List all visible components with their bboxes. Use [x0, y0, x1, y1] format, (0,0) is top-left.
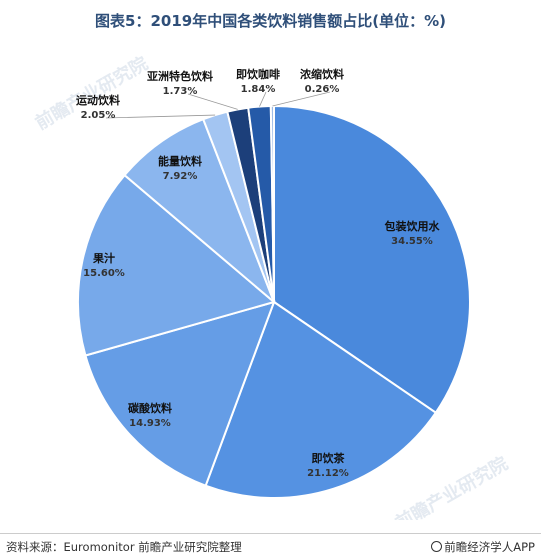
slice-value: 34.55%: [391, 236, 433, 247]
leader-lines: [105, 91, 331, 119]
chart-title: 图表5：2019年中国各类饮料销售额占比(单位：%): [95, 12, 446, 30]
pie-slice: [273, 104, 471, 415]
footer: 资料来源：Euromonitor 前瞻产业研究院整理 前瞻经济学人APP: [0, 533, 541, 560]
slice-value: 2.05%: [81, 110, 116, 121]
slice-label: 即饮咖啡: [236, 67, 280, 81]
slice-value: 1.84%: [241, 84, 276, 95]
leader-line: [259, 91, 267, 107]
leader-line: [187, 93, 238, 110]
brand-name: 前瞻经济学人APP: [444, 540, 535, 554]
slice-value: 21.12%: [307, 468, 349, 479]
slice-label: 浓缩饮料: [300, 67, 344, 81]
slice-label: 碳酸饮料: [128, 401, 172, 415]
slice-value: 1.73%: [163, 86, 198, 97]
pie-chart: 前瞻产业研究院 前瞻产业研究院 前瞻产业研究院 包装饮用水34.55%即饮茶21…: [32, 52, 512, 520]
watermark-text: 前瞻产业研究院: [392, 452, 512, 520]
slice-value: 7.92%: [163, 171, 198, 182]
pie-slice: [123, 117, 275, 303]
pie-slice: [77, 173, 277, 357]
brand: 前瞻经济学人APP: [431, 539, 535, 555]
brand-icon: [431, 541, 443, 552]
slice-value: 0.26%: [305, 84, 340, 95]
slice-label: 包装饮用水: [384, 219, 441, 233]
pie-slice: [84, 300, 276, 487]
slice-value: 14.93%: [129, 418, 171, 429]
slice-label: 果汁: [92, 251, 115, 265]
slice-label: 即饮茶: [312, 451, 346, 465]
pie-slice: [204, 300, 438, 499]
slice-labels: 包装饮用水 34.55% 即饮茶 21.12% 碳酸饮料 14.93% 果汁 15.60% 能量…: [76, 67, 440, 479]
leader-line: [105, 114, 216, 119]
slice-label: 能量饮料: [158, 154, 202, 168]
leader-line: [272, 91, 331, 107]
slice-label: 亚洲特色饮料: [147, 69, 213, 83]
pie-slices: [77, 104, 471, 499]
slice-value: 15.60%: [83, 268, 125, 279]
slice-label: 运动饮料: [76, 93, 120, 107]
source-note: 资料来源：Euromonitor 前瞻产业研究院整理: [6, 540, 242, 554]
